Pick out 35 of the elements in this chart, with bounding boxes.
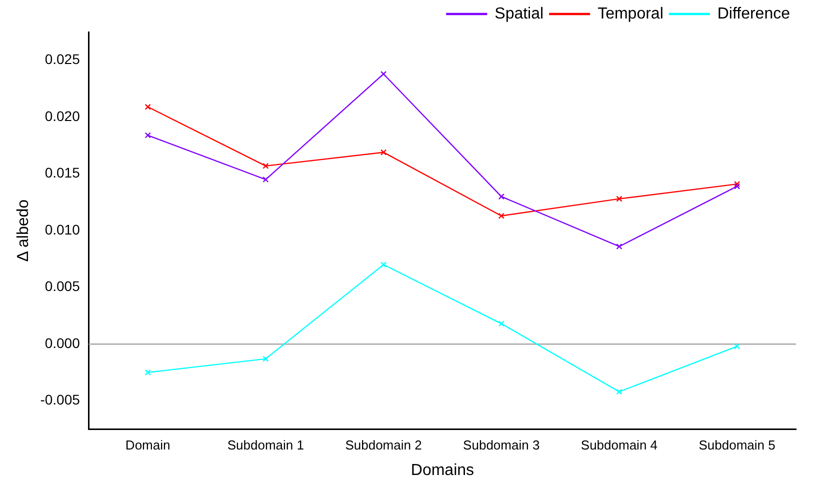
point xyxy=(380,262,387,268)
point xyxy=(498,212,504,219)
legend-label: Spatial xyxy=(494,5,544,22)
point xyxy=(262,176,269,183)
point xyxy=(380,149,387,156)
y-tick-label: 0.000 xyxy=(44,334,80,351)
y-tick-label: 0.020 xyxy=(44,108,80,124)
x-tick-label: Subdomain 1 xyxy=(227,438,304,453)
x-tick-label: Subdomain 5 xyxy=(698,438,776,453)
y-tick-label: 0.005 xyxy=(44,278,80,294)
x-tick-label: Subdomain 4 xyxy=(580,438,658,453)
point xyxy=(144,132,151,138)
point xyxy=(734,343,740,350)
point xyxy=(616,243,622,250)
point xyxy=(262,162,269,169)
y-tick-label: 0.025 xyxy=(44,51,80,68)
point xyxy=(144,104,151,110)
x-tick-label: Domain xyxy=(125,438,170,453)
point xyxy=(380,70,387,78)
point xyxy=(616,388,622,395)
point xyxy=(498,320,504,327)
y-tick-label: 0.015 xyxy=(44,164,80,181)
y-tick-label: -0.005 xyxy=(40,392,80,408)
point xyxy=(734,180,740,188)
legend-label: Difference xyxy=(717,5,790,22)
point xyxy=(616,196,622,202)
x-tick-label: Subdomain 2 xyxy=(345,438,422,453)
point xyxy=(144,369,151,376)
x-axis-title: Domains xyxy=(410,462,474,479)
x-tick-label: Subdomain 3 xyxy=(463,438,540,453)
legend-label: Temporal xyxy=(598,5,664,22)
y-axis-title: Δ albedo xyxy=(15,199,32,262)
point xyxy=(498,193,504,200)
point xyxy=(262,356,269,362)
y-tick-label: 0.010 xyxy=(44,221,80,238)
